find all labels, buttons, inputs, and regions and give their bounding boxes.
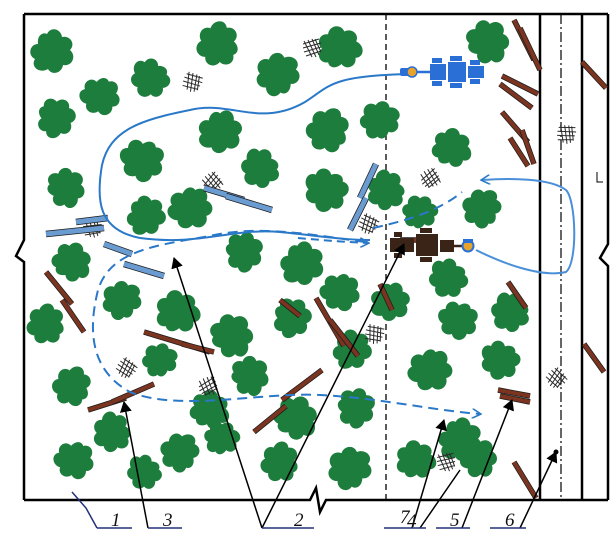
machine-routes xyxy=(91,73,576,414)
slash-pile-icon xyxy=(418,166,442,190)
label-line-1 xyxy=(71,491,98,529)
tree-crown-icon xyxy=(160,177,221,238)
leader-lines xyxy=(119,243,558,529)
road-edge-mark xyxy=(596,172,603,183)
tree-crown-icon xyxy=(432,293,485,346)
tree-crown-icon xyxy=(188,14,250,76)
brown-log-icon xyxy=(580,60,608,90)
tree-crown-icon xyxy=(354,95,406,147)
brown-log-icon xyxy=(60,298,86,334)
tree-crown-icon xyxy=(388,433,443,488)
tree-crown-icon xyxy=(279,240,324,286)
tree-crown-icon xyxy=(309,18,370,79)
slash-pile-icon xyxy=(554,122,578,146)
brown-log-icon xyxy=(328,318,360,358)
label-1: 1 xyxy=(111,510,121,531)
tree-crown-icon xyxy=(46,431,102,487)
tree-crown-icon xyxy=(129,57,172,99)
brown-log-icon xyxy=(498,82,534,110)
tree-crown-icon xyxy=(222,349,276,403)
tree-crown-icon xyxy=(327,379,383,436)
label-3: 3 xyxy=(163,510,173,531)
tree-crown-icon xyxy=(121,191,170,240)
route-dashed-forwarder xyxy=(91,229,480,414)
label-2: 2 xyxy=(294,510,304,531)
slash-pile-icon xyxy=(302,38,322,58)
route-road-loop xyxy=(475,179,576,275)
forwarder-icon xyxy=(390,228,475,262)
label-4: 4 xyxy=(407,511,417,532)
tree-crown-icon xyxy=(461,16,513,68)
tree-crown-icon xyxy=(30,29,74,73)
tree-crown-icon xyxy=(28,90,83,145)
tree-crown-icon xyxy=(38,161,92,215)
tree-crown-icon xyxy=(485,287,537,338)
slash-pile-icon xyxy=(112,354,140,382)
slash-piles xyxy=(81,38,578,472)
brown-log-icon xyxy=(518,27,542,71)
brown-log-icon xyxy=(508,136,530,168)
blue-log-icon xyxy=(75,215,109,225)
blue-logs xyxy=(45,162,379,280)
brown-log-icon xyxy=(512,460,538,500)
harvester-icon xyxy=(400,56,484,88)
route-dashed-to-harvester xyxy=(297,237,368,243)
brown-log-icon xyxy=(181,342,215,354)
slash-pile-icon xyxy=(543,365,569,391)
tree-crown-icon xyxy=(50,241,92,283)
brown-log-icon xyxy=(44,270,74,306)
tree-crown-icon xyxy=(85,405,141,460)
blue-log-icon xyxy=(347,196,369,232)
brown-log-icon xyxy=(506,280,528,310)
brown-log-icon xyxy=(520,129,536,165)
tree-crown-icon xyxy=(72,67,129,123)
road-marker-dot xyxy=(553,449,559,455)
blue-log-icon xyxy=(357,162,379,200)
tree-crown-icon xyxy=(301,164,353,215)
brown-log-icon xyxy=(499,394,531,404)
tree-crown-icon xyxy=(264,290,319,345)
label-6: 6 xyxy=(505,510,515,531)
plot-frame xyxy=(14,12,610,516)
brown-log-icon xyxy=(501,74,539,96)
tree-crown-icon xyxy=(272,395,318,441)
tree-crown-icon xyxy=(125,452,164,491)
tree-crown-icon xyxy=(460,186,504,231)
blue-log-icon xyxy=(123,261,165,279)
label-7: 7 xyxy=(400,507,410,528)
tree-crown-icon xyxy=(325,443,376,495)
tree-crown-icon xyxy=(235,143,286,194)
blue-log-icon xyxy=(225,193,273,213)
tree-crown-icon xyxy=(158,431,202,475)
slash-pile-icon xyxy=(179,69,205,95)
tree-crown-icon xyxy=(47,361,98,413)
tree-crown-icon xyxy=(136,337,183,384)
tree-crown-icon xyxy=(193,104,247,158)
tree-crown-icon xyxy=(300,102,357,160)
tree-crown-icon xyxy=(113,130,172,189)
blue-log-icon xyxy=(103,241,133,257)
brown-log-icon xyxy=(497,388,531,398)
label-5: 5 xyxy=(450,510,460,531)
route-dashed-upper xyxy=(372,191,463,229)
blue-log-icon xyxy=(45,225,105,237)
tree-crown-icon xyxy=(395,188,445,238)
tree-crown-icon xyxy=(426,123,477,174)
tree-crown-icon xyxy=(99,278,145,324)
tree-crown-icon xyxy=(253,435,308,490)
brown-logs xyxy=(43,18,609,500)
tree-crown-icon xyxy=(478,337,524,383)
tree-crown-icon xyxy=(400,339,461,400)
brown-log-icon xyxy=(252,404,288,434)
tree-crown-icon xyxy=(427,256,471,299)
brown-log-icon xyxy=(278,298,302,318)
brown-log-icon xyxy=(582,342,606,374)
tree-crown-icon xyxy=(253,50,303,100)
